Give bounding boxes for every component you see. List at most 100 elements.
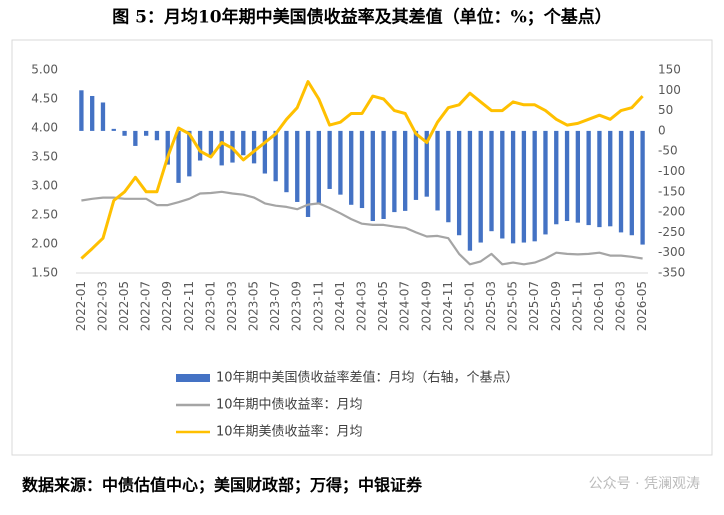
- x-tick-label: 2022-07: [139, 281, 153, 331]
- bar: [543, 130, 548, 235]
- x-tick-label: 2024-09: [419, 281, 433, 331]
- bar: [597, 130, 602, 228]
- bar: [564, 130, 570, 222]
- x-tick-label: 2024-01: [333, 281, 347, 331]
- line: [80, 80, 644, 260]
- bar: [629, 130, 634, 236]
- bar: [284, 130, 289, 193]
- x-tick-label: 2024-05: [376, 281, 390, 331]
- x-tick-label: 2024-07: [398, 281, 412, 331]
- x-tick-label: 2023-07: [268, 281, 282, 331]
- x-tick-label: 2025-11: [570, 281, 584, 331]
- bar: [219, 130, 224, 166]
- bar: [241, 130, 246, 156]
- y-tick-label: 4.00: [31, 121, 58, 135]
- x-tick-label: 2025-01: [462, 281, 476, 331]
- bar: [154, 130, 160, 141]
- legend-label: 10年期中美国债收益率差值：月均（右轴，个基点）: [216, 370, 519, 386]
- y-tick-label: 3.50: [31, 150, 58, 164]
- bar: [338, 130, 343, 195]
- y2-tick-label: 50: [658, 103, 673, 117]
- x-tick-label: 2026-01: [592, 281, 606, 331]
- x-tick-label: 2024-11: [441, 281, 455, 331]
- chart-border: [11, 39, 713, 456]
- bar: [316, 130, 321, 204]
- bar: [554, 130, 559, 225]
- bar: [510, 130, 516, 244]
- bar: [575, 130, 581, 223]
- line: [81, 190, 643, 266]
- y2-tick-label: 150: [658, 63, 681, 77]
- bar: [327, 130, 332, 189]
- bar: [413, 130, 419, 200]
- bar: [295, 130, 300, 202]
- y2-tick-label: -150: [658, 184, 685, 198]
- y-tick-label: 5.00: [31, 63, 58, 77]
- x-tick-label: 2022-09: [160, 281, 174, 331]
- x-tick-label: 2022-01: [74, 281, 88, 331]
- bar: [100, 102, 106, 131]
- bar: [586, 130, 591, 226]
- bar: [251, 130, 257, 164]
- bar: [305, 130, 311, 217]
- bar: [489, 130, 494, 232]
- x-tick-label: 2023-11: [311, 281, 325, 331]
- watermark: 公众号 · 凭澜观涛: [589, 476, 700, 492]
- y-tick-label: 4.50: [31, 92, 58, 106]
- x-tick-label: 2023-01: [203, 281, 217, 331]
- y2-tick-label: -100: [658, 164, 685, 178]
- bar: [111, 128, 116, 131]
- y2-tick-label: -350: [658, 266, 685, 280]
- bar: [521, 130, 527, 243]
- bar: [618, 130, 624, 233]
- legend-swatch: [176, 374, 210, 382]
- y2-tick-label: -250: [658, 225, 685, 239]
- source: 数据来源：中债估值中心；美国财政部；万得；中银证券: [22, 476, 423, 495]
- bar: [532, 130, 537, 242]
- x-tick-label: 2022-03: [95, 281, 109, 331]
- y2-tick-label: 0: [658, 123, 666, 137]
- bar: [359, 130, 365, 209]
- x-tick-label: 2024-03: [355, 281, 369, 331]
- legend-label: 10年期美债收益率：月均: [216, 424, 363, 440]
- bar: [165, 130, 170, 165]
- y2-tick-label: 100: [658, 83, 681, 97]
- bar: [381, 130, 386, 220]
- x-tick-label: 2026-03: [614, 281, 628, 331]
- bar: [349, 130, 354, 205]
- bar: [500, 130, 505, 239]
- y-tick-label: 3.00: [31, 179, 58, 193]
- bar: [467, 130, 473, 251]
- bar: [392, 130, 397, 213]
- bar: [446, 130, 451, 223]
- x-tick-label: 2025-05: [506, 281, 520, 331]
- bar: [90, 95, 95, 131]
- y-tick-label: 2.50: [31, 208, 58, 222]
- bar: [197, 130, 203, 161]
- legend-label: 10年期中债收益率：月均: [216, 397, 363, 413]
- y-tick-label: 1.50: [31, 266, 58, 280]
- bar: [262, 130, 268, 174]
- x-tick-label: 2023-03: [225, 281, 239, 331]
- bar: [435, 130, 440, 211]
- x-tick-label: 2022-11: [182, 281, 196, 331]
- y2-tick-label: -300: [658, 245, 685, 259]
- bar: [403, 130, 408, 211]
- bar: [370, 130, 375, 222]
- bar: [208, 130, 214, 157]
- bar: [424, 130, 429, 197]
- bar: [79, 90, 84, 131]
- bar: [122, 130, 127, 136]
- bar: [608, 130, 613, 227]
- x-tick-label: 2022-05: [117, 281, 131, 331]
- bar: [478, 130, 483, 243]
- bar: [640, 130, 645, 245]
- bar: [187, 130, 192, 177]
- bar: [456, 130, 462, 236]
- x-tick-label: 2025-03: [484, 281, 498, 331]
- bar: [176, 130, 181, 183]
- bar: [273, 130, 278, 182]
- chart-title: 图 5：月均10年期中美国债收益率及其差值（单位：%；个基点）: [112, 7, 612, 28]
- y-tick-label: 2.00: [31, 237, 58, 251]
